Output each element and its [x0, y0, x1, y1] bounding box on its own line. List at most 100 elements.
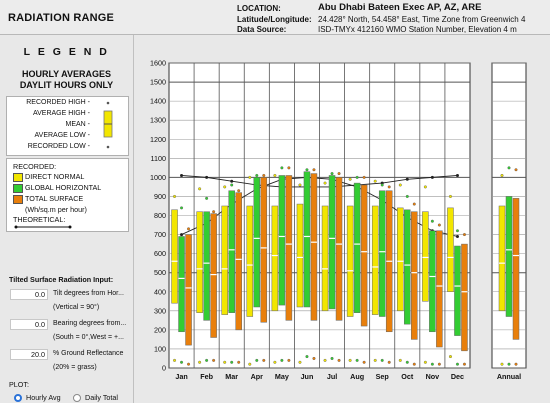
legend-subtitle-line-2: DAYLIT HOURS ONLY [19, 80, 114, 90]
direct-normal-recorded-high [323, 181, 327, 185]
global-horizontal-recorded-high [180, 206, 184, 210]
ground-reflectance-field[interactable]: 20.0 [10, 349, 48, 360]
global-horizontal-recorded-high [380, 183, 384, 187]
direct-normal-bar [246, 205, 254, 317]
total-surface-bar [260, 177, 268, 323]
total-surface-recorded-low [187, 362, 191, 366]
direct-normal-recorded-low [348, 358, 352, 362]
tilt-degrees-field[interactable]: 0.0 [10, 289, 48, 300]
theoretical-line-point [205, 175, 209, 179]
bearing-degrees-field[interactable]: 0.0 [10, 319, 48, 330]
global-horizontal-recorded-high [280, 166, 284, 170]
global-horizontal-recorded-low [255, 358, 259, 362]
ground-reflectance-label: % Ground Reflectance [53, 350, 124, 357]
total-surface-recorded-low [212, 358, 216, 362]
total-surface-annual-bar [512, 198, 520, 340]
y-tick-label: 100 [154, 344, 166, 353]
global-horizontal-bar [178, 236, 185, 333]
y-tick-label: 1300 [150, 116, 166, 125]
global-horizontal-bar [328, 175, 336, 310]
y-tick-label: 600 [154, 249, 166, 258]
direct-normal-annual-bar [498, 205, 506, 312]
x-tick-label: Jun [301, 372, 314, 381]
global-horizontal-recorded-low [305, 355, 309, 359]
x-tick-label: May [275, 372, 289, 381]
box-legend-glyph [103, 101, 113, 149]
total-surface-bar [360, 184, 368, 327]
theoretical-line-point [455, 173, 459, 177]
y-tick-label: 200 [154, 325, 166, 334]
direct-normal-recorded-high [173, 194, 177, 198]
direct-normal-recorded-high [248, 175, 252, 179]
direct-normal-recorded-low [223, 360, 227, 364]
total-surface-recorded-high [312, 168, 316, 172]
direct-normal-recorded-high [348, 177, 352, 181]
x-tick-label: Mar [225, 372, 238, 381]
global-horizontal-bar [429, 230, 436, 333]
x-tick-label: Feb [200, 372, 213, 381]
global-horizontal-annual-recorded-high [507, 166, 511, 170]
direct-normal-bar [221, 205, 228, 315]
direct-normal-annual-recorded-low [500, 362, 504, 366]
legend-mean: MEAN - [65, 121, 91, 128]
x-tick-label: Dec [451, 372, 464, 381]
direct-normal-recorded-low [448, 355, 452, 359]
daily-total-radio[interactable] [73, 394, 81, 402]
theoretical-line-point [180, 173, 184, 177]
global-horizontal-recorded-low [230, 360, 234, 364]
y-tick-label: 900 [154, 192, 166, 201]
direct-normal-recorded-high [398, 183, 402, 187]
global-horizontal-recorded-high [455, 229, 459, 233]
total-surface-bar [210, 213, 217, 338]
global-horizontal-recorded-low [455, 362, 459, 366]
x-tick-label: Jul [327, 372, 337, 381]
label-direct-normal: DIRECT NORMAL [25, 172, 85, 181]
y-tick-label: 1400 [150, 97, 166, 106]
chart-area: 0 100 200 300 400 500 600 700 800 900 1000 1100 1200… [134, 35, 550, 403]
total-surface-recorded-low [362, 360, 366, 364]
recorded-title: RECORDED: [13, 162, 57, 171]
location-value: Abu Dhabi Bateen Exec AP, AZ, ARE [318, 2, 482, 13]
total-surface-recorded-high [187, 227, 191, 231]
global-horizontal-annual-recorded-low [507, 362, 511, 366]
y-tick-label: 300 [154, 306, 166, 315]
total-surface-recorded-high [287, 166, 291, 170]
total-surface-recorded-low [337, 358, 341, 362]
y-tick-label: 0 [162, 364, 166, 373]
direct-normal-annual-recorded-high [500, 173, 504, 177]
global-horizontal-recorded-low [355, 358, 359, 362]
theoretical-label: THEORETICAL: [13, 215, 66, 224]
global-horizontal-bar [454, 245, 461, 336]
global-horizontal-recorded-high [255, 173, 259, 177]
direct-normal-bar [371, 205, 379, 315]
chart-bars [171, 166, 520, 366]
global-horizontal-recorded-low [405, 360, 409, 364]
direct-normal-recorded-high [198, 187, 202, 191]
units-label: (Wh/sq.m per hour) [25, 205, 87, 214]
total-surface-recorded-low [437, 362, 441, 366]
total-surface-recorded-high [212, 210, 216, 214]
total-surface-recorded-low [287, 358, 291, 362]
total-surface-recorded-low [387, 360, 391, 364]
global-horizontal-recorded-high [305, 168, 309, 172]
tilt-input-panel: Tilted Surface Radiation Input: 0.0 Tilt… [6, 275, 127, 375]
total-surface-recorded-high [387, 185, 391, 189]
hourly-avg-label[interactable]: Hourly Avg [26, 393, 61, 402]
y-tick-label: 1200 [150, 135, 166, 144]
total-surface-recorded-low [312, 356, 316, 360]
global-horizontal-bar [228, 190, 235, 313]
ground-reflectance-note: (20% = grass) [53, 364, 97, 371]
x-tick-label: Nov [426, 372, 440, 381]
label-total-surface: TOTAL SURFACE [25, 194, 84, 203]
global-horizontal-recorded-low [380, 358, 384, 362]
global-horizontal-recorded-high [355, 175, 359, 179]
hourly-avg-radio[interactable] [14, 394, 22, 402]
global-horizontal-recorded-low [180, 360, 184, 364]
total-surface-bar [411, 211, 418, 340]
global-horizontal-bar [253, 177, 261, 308]
daily-total-label[interactable]: Daily Total [85, 393, 119, 402]
direct-normal-recorded-high [423, 185, 427, 189]
theoretical-line-2-point [455, 234, 459, 238]
direct-normal-recorded-low [323, 358, 327, 362]
total-surface-recorded-high [337, 172, 341, 176]
